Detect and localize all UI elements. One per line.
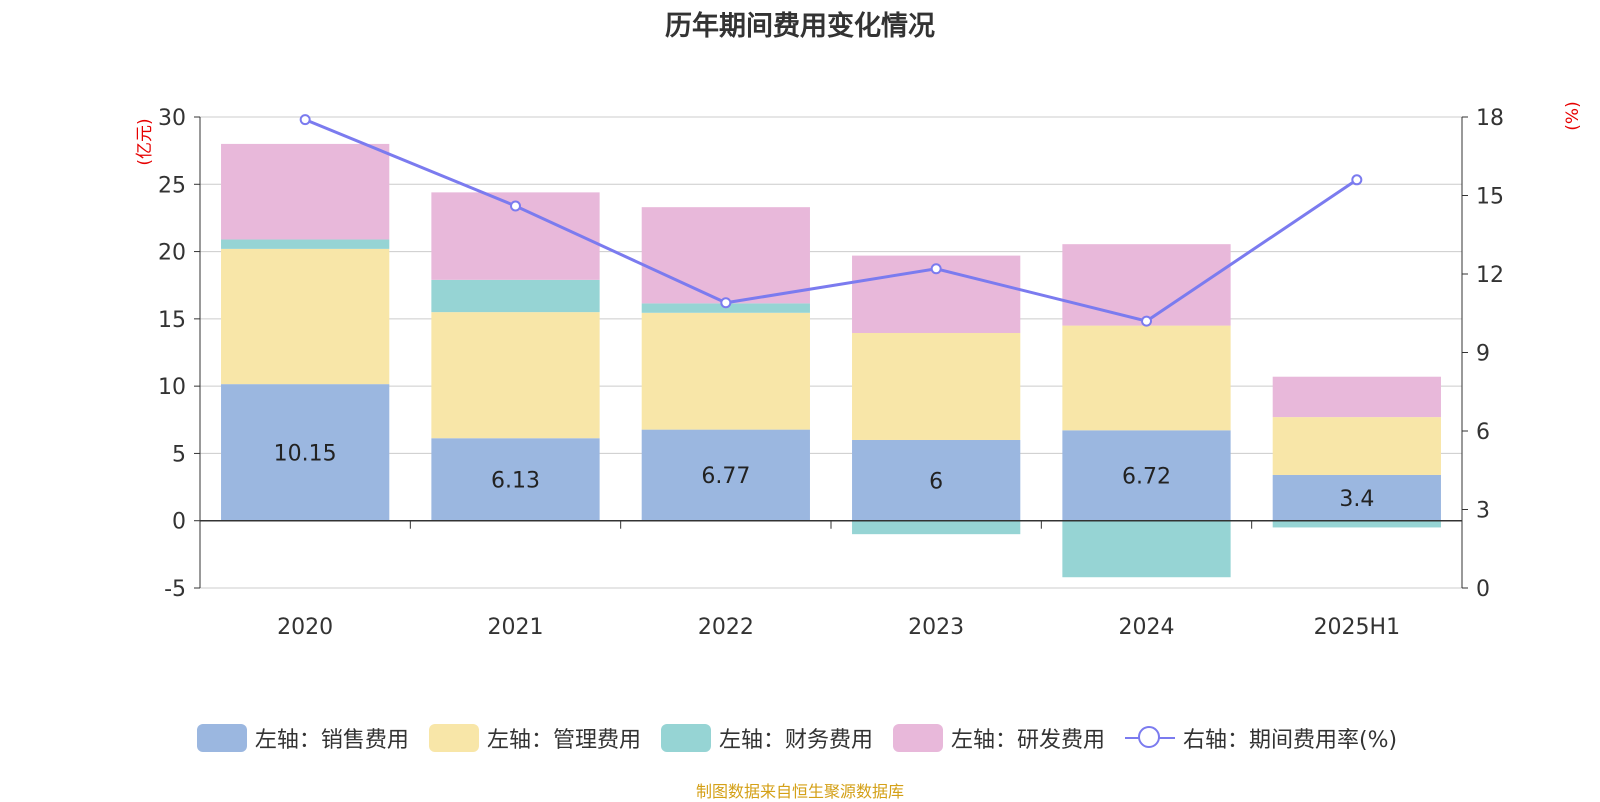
left-axis-tick-label: 10 (158, 375, 186, 400)
bar-segment (852, 332, 1021, 440)
bar-data-label: 10.15 (274, 441, 337, 466)
bar-segment (1062, 325, 1231, 431)
bar-segment (1062, 244, 1231, 326)
bar-segment (641, 429, 810, 521)
category-label: 2022 (698, 615, 754, 640)
right-axis-tick-label: 9 (1476, 342, 1490, 367)
bar-segment (1272, 474, 1441, 521)
legend-label-admin: 左轴：管理费用 (486, 728, 641, 753)
bar-data-label: 6.72 (1122, 464, 1171, 489)
bar-data-label: 3.4 (1339, 487, 1374, 512)
category-label: 2023 (908, 615, 964, 640)
left-axis-tick-label: -5 (164, 577, 186, 602)
bar-segment (852, 520, 1021, 535)
bar-segment (1272, 376, 1441, 418)
bar-segment (1272, 520, 1441, 528)
category-label: 2021 (488, 615, 544, 640)
right-axis-tick-label: 18 (1476, 106, 1504, 131)
bar-data-label: 6.13 (491, 468, 540, 493)
legend-item-finance[interactable]: 左轴：财务费用 (660, 722, 873, 754)
rate-point (720, 297, 732, 309)
left-axis-tick-label: 30 (158, 106, 186, 131)
legend-label-rate: 右轴：期间费用率(%) (1182, 728, 1398, 753)
right-axis-tick-label: 12 (1476, 263, 1504, 288)
left-axis-tick-label: 20 (158, 241, 186, 266)
bar-segment (1062, 430, 1231, 521)
right-axis-unit: (%) (1563, 101, 1583, 130)
category-label: 2020 (277, 615, 333, 640)
right-axis-tick-label: 15 (1476, 185, 1504, 210)
grid-layer (200, 116, 1462, 589)
legend-swatch-finance (660, 724, 711, 752)
left-axis-tick-label: 25 (158, 173, 186, 198)
legend-label-rnd: 左轴：研发费用 (950, 728, 1105, 753)
bar-segment (221, 248, 390, 385)
line-layer (299, 114, 1363, 327)
left-axis-tick-label: 5 (172, 442, 186, 467)
label-layer: 10.15 6.13 6.77 6 6.72 3.4 (274, 441, 1375, 511)
legend-item-admin[interactable]: 左轴：管理费用 (428, 722, 641, 754)
bar-segment (641, 207, 810, 304)
right-axis-tick-label: 6 (1476, 420, 1490, 445)
rate-point (1351, 174, 1363, 186)
bar-data-label: 6.77 (701, 464, 750, 489)
right-axis-tick-label: 3 (1476, 499, 1490, 524)
legend-swatch-admin (428, 724, 479, 752)
bar-segment (431, 279, 600, 313)
category-label: 2024 (1119, 615, 1175, 640)
legend-item-rnd[interactable]: 左轴：研发费用 (892, 722, 1105, 754)
legend-label-finance: 左轴：财务费用 (718, 728, 873, 753)
rate-point (299, 114, 311, 126)
chart-title: 历年期间费用变化情况 (665, 11, 935, 42)
bar-segment (1062, 520, 1231, 578)
bar-segment (221, 384, 390, 521)
legend: 左轴：销售费用 左轴：管理费用 左轴：财务费用 左轴：研发费用 右轴：期间费用率… (0, 722, 1600, 754)
bar-segment (1272, 417, 1441, 475)
legend-item-sales[interactable]: 左轴：销售费用 (196, 722, 409, 754)
bar-segment (852, 439, 1021, 521)
legend-label-sales: 左轴：销售费用 (254, 728, 409, 753)
legend-line-circle-icon (1124, 724, 1175, 752)
bar-segment (431, 312, 600, 439)
bar-segment (641, 312, 810, 430)
left-axis-unit: (亿元) (135, 118, 155, 165)
legend-item-rate[interactable]: 右轴：期间费用率(%) (1124, 722, 1398, 754)
legend-swatch-rnd (892, 724, 943, 752)
legend-swatch-sales (196, 724, 247, 752)
rate-point (510, 200, 521, 212)
bar-segment (221, 239, 390, 249)
rate-line (304, 118, 1358, 323)
bar-segment (431, 438, 600, 521)
bar-segment (221, 143, 390, 240)
rate-point (930, 263, 942, 275)
source-note: 制图数据来自恒生聚源数据库 (695, 782, 904, 801)
bar-data-label: 6 (929, 469, 943, 494)
category-label: 2025H1 (1314, 615, 1401, 640)
right-axis-tick-label: 0 (1476, 577, 1490, 602)
left-axis-tick-label: 0 (172, 510, 186, 535)
left-axis-tick-label: 15 (158, 308, 186, 333)
bar-layer (221, 143, 1441, 578)
rate-point (1141, 315, 1152, 327)
